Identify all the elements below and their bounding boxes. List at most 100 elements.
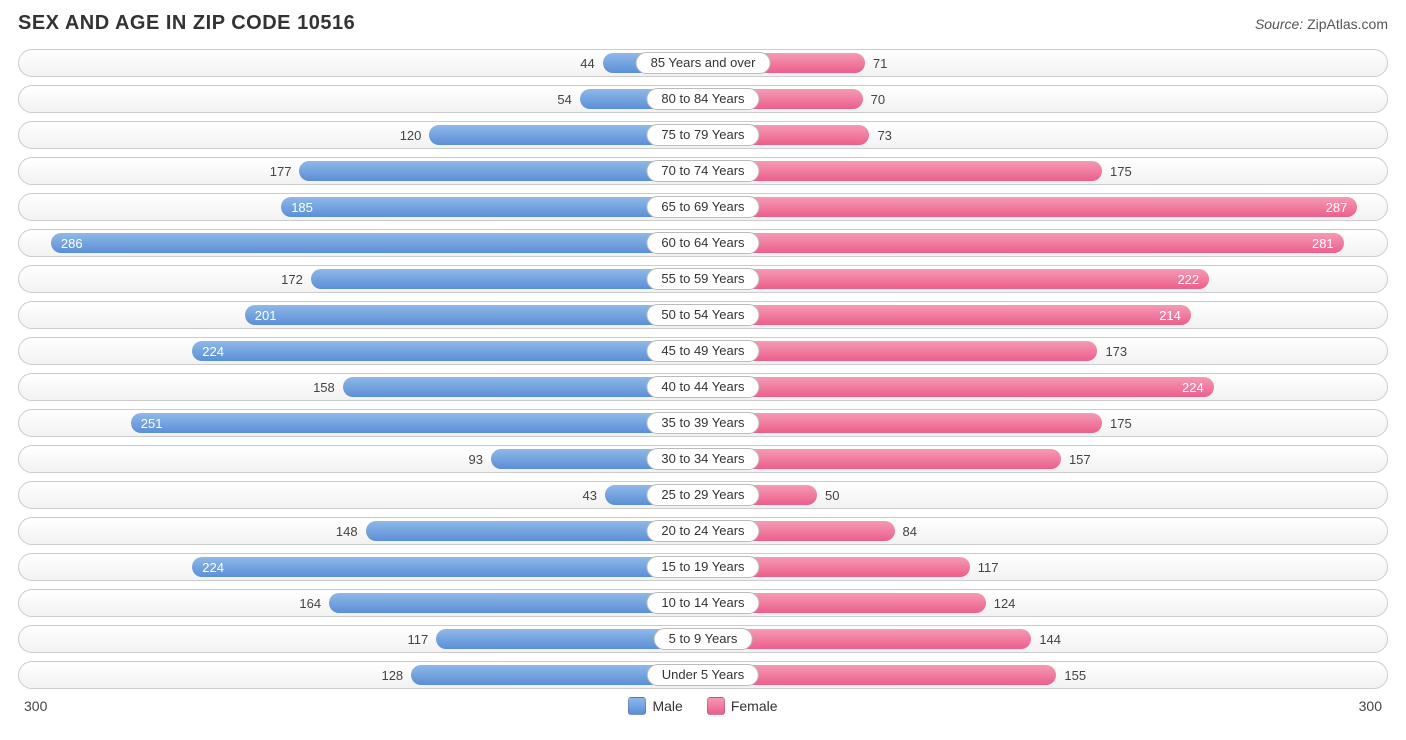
legend-swatch-male — [628, 697, 646, 715]
female-half: 50 — [703, 482, 1387, 508]
female-value-label: 144 — [1031, 632, 1069, 647]
female-bar — [703, 413, 1102, 433]
female-half: 157 — [703, 446, 1387, 472]
age-group-label: Under 5 Years — [647, 664, 759, 686]
male-bar: 185 — [281, 197, 703, 217]
female-half: 70 — [703, 86, 1387, 112]
male-value-label: 54 — [549, 92, 579, 107]
female-half: 224 — [703, 374, 1387, 400]
female-half: 144 — [703, 626, 1387, 652]
age-group-label: 20 to 24 Years — [646, 520, 759, 542]
female-value-label: 175 — [1102, 164, 1140, 179]
male-value-label: 43 — [575, 488, 605, 503]
male-value-label: 224 — [192, 560, 234, 575]
male-half: 158 — [19, 374, 703, 400]
male-half: 172 — [19, 266, 703, 292]
legend-label-male: Male — [652, 698, 682, 714]
legend-item-female: Female — [707, 697, 778, 715]
chart-title: SEX AND AGE IN ZIP CODE 10516 — [18, 12, 355, 35]
age-group-label: 65 to 69 Years — [646, 196, 759, 218]
female-value-label: 71 — [865, 56, 895, 71]
male-bar: 224 — [192, 341, 703, 361]
female-value-label: 84 — [895, 524, 925, 539]
male-half: 251 — [19, 410, 703, 436]
age-group-label: 10 to 14 Years — [646, 592, 759, 614]
male-half: 117 — [19, 626, 703, 652]
age-group-label: 50 to 54 Years — [646, 304, 759, 326]
female-value-label: 50 — [817, 488, 847, 503]
age-group-label: 75 to 79 Years — [646, 124, 759, 146]
female-bar: 224 — [703, 377, 1214, 397]
male-half: 286 — [19, 230, 703, 256]
male-value-label: 148 — [328, 524, 366, 539]
age-group-label: 85 Years and over — [636, 52, 771, 74]
female-value-label: 281 — [1302, 236, 1344, 251]
female-value-label: 224 — [1172, 380, 1214, 395]
female-half: 175 — [703, 158, 1387, 184]
female-bar: 281 — [703, 233, 1344, 253]
male-value-label: 128 — [373, 668, 411, 683]
female-value-label: 287 — [1316, 200, 1358, 215]
age-row: 148 84 20 to 24 Years — [18, 517, 1388, 545]
female-value-label: 175 — [1102, 416, 1140, 431]
male-value-label: 286 — [51, 236, 93, 251]
male-value-label: 185 — [281, 200, 323, 215]
male-value-label: 158 — [305, 380, 343, 395]
female-value-label: 70 — [863, 92, 893, 107]
male-half: 185 — [19, 194, 703, 220]
chart-source: Source: ZipAtlas.com — [1255, 16, 1388, 32]
legend-label-female: Female — [731, 698, 778, 714]
male-half: 43 — [19, 482, 703, 508]
male-half: 224 — [19, 338, 703, 364]
female-value-label: 157 — [1061, 452, 1099, 467]
female-bar — [703, 161, 1102, 181]
male-half: 201 — [19, 302, 703, 328]
male-half: 164 — [19, 590, 703, 616]
age-group-label: 80 to 84 Years — [646, 88, 759, 110]
female-half: 175 — [703, 410, 1387, 436]
chart-header: SEX AND AGE IN ZIP CODE 10516 Source: Zi… — [18, 12, 1388, 35]
female-bar: 214 — [703, 305, 1191, 325]
chart-legend: Male Female — [628, 697, 777, 715]
female-half: 281 — [703, 230, 1387, 256]
female-bar — [703, 341, 1097, 361]
age-group-label: 30 to 34 Years — [646, 448, 759, 470]
female-half: 124 — [703, 590, 1387, 616]
male-bar: 224 — [192, 557, 703, 577]
male-half: 44 — [19, 50, 703, 76]
age-row: 117 144 5 to 9 Years — [18, 625, 1388, 653]
age-group-label: 5 to 9 Years — [654, 628, 753, 650]
age-row: 25117535 to 39 Years — [18, 409, 1388, 437]
female-bar: 287 — [703, 197, 1357, 217]
axis-max-left: 300 — [18, 698, 628, 714]
male-value-label: 164 — [291, 596, 329, 611]
male-bar — [299, 161, 703, 181]
age-row: 54 70 80 to 84 Years — [18, 85, 1388, 113]
axis-row: 300 Male Female 300 — [18, 697, 1388, 715]
population-pyramid-chart: 44 71 85 Years and over 54 70 80 to 84 Years 1… — [18, 49, 1388, 689]
age-row: 22411715 to 19 Years — [18, 553, 1388, 581]
source-value: ZipAtlas.com — [1307, 16, 1388, 32]
male-value-label: 172 — [273, 272, 311, 287]
female-half: 84 — [703, 518, 1387, 544]
female-value-label: 73 — [869, 128, 899, 143]
female-half: 222 — [703, 266, 1387, 292]
age-group-label: 15 to 19 Years — [646, 556, 759, 578]
male-bar: 201 — [245, 305, 703, 325]
legend-item-male: Male — [628, 697, 682, 715]
axis-max-right: 300 — [778, 698, 1388, 714]
male-value-label: 177 — [262, 164, 300, 179]
male-half: 224 — [19, 554, 703, 580]
age-row: 44 71 85 Years and over — [18, 49, 1388, 77]
male-value-label: 224 — [192, 344, 234, 359]
female-value-label: 222 — [1167, 272, 1209, 287]
male-bar — [311, 269, 703, 289]
age-row: 435025 to 29 Years — [18, 481, 1388, 509]
female-half: 173 — [703, 338, 1387, 364]
male-bar: 286 — [51, 233, 703, 253]
age-row: 128155Under 5 Years — [18, 661, 1388, 689]
male-value-label: 93 — [461, 452, 491, 467]
female-bar: 222 — [703, 269, 1209, 289]
age-group-label: 40 to 44 Years — [646, 376, 759, 398]
age-row: 28628160 to 64 Years — [18, 229, 1388, 257]
